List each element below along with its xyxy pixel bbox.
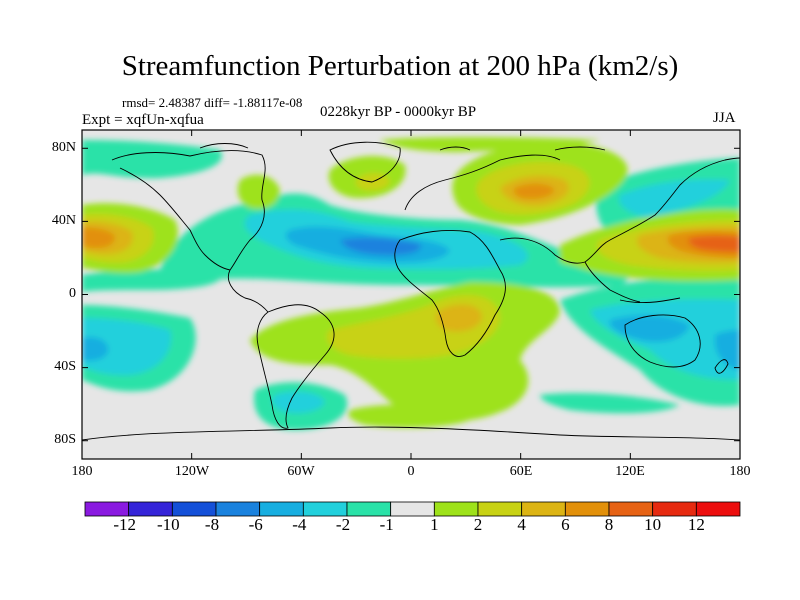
pos-field-wpacific-peak (688, 235, 740, 252)
pos-field-namerica (237, 174, 280, 210)
chart-title: Streamfunction Perturbation at 200 hPa (… (121, 50, 679, 82)
coast-new-zealand (714, 359, 729, 374)
y-tick-label: 80N (51, 140, 76, 155)
period-label: 0228kyr BP - 0000kyr BP (320, 104, 477, 120)
x-tick-label: 60E (509, 464, 533, 479)
colorbar-label: -2 (335, 515, 351, 534)
neg-field-atlantic-min (340, 237, 421, 256)
neg-field-sepacific-core (82, 337, 109, 361)
pos-field-eurasia-max (513, 183, 555, 199)
colorbar-label: 8 (604, 515, 614, 534)
pos-field-antarctic (348, 404, 470, 428)
x-tick-label: 180 (729, 464, 751, 479)
coast-se-asia (584, 261, 681, 304)
colorbar-label: 4 (517, 515, 526, 534)
neg-field-antarctic (540, 393, 680, 414)
x-tick-label: 120E (615, 464, 645, 479)
coastlines (82, 141, 740, 441)
colorbar-label: -1 (379, 515, 394, 534)
y-tick-label: 40S (54, 359, 76, 374)
y-tick-label: 80S (54, 432, 76, 447)
neg-field-arctic (82, 140, 222, 179)
colorbar-label: -6 (248, 515, 263, 534)
pos-field-africa-core (435, 304, 482, 332)
coast-europe (404, 154, 561, 211)
colorbar-label: 12 (687, 515, 705, 534)
coast-central-america (119, 167, 231, 271)
season-label: JJA (713, 110, 736, 126)
colorbar-label: 2 (473, 515, 483, 534)
neg-field-eq-west (82, 269, 222, 292)
rmsd-stats: rmsd= 2.48387 diff= -1.88117e-08 (122, 95, 303, 110)
coast-greenland (329, 141, 401, 183)
colorbar-label: -10 (156, 515, 180, 534)
neg-field-satlantic-inner (272, 391, 325, 414)
x-tick-label: 120W (174, 464, 210, 479)
y-tick-label: 0 (69, 286, 76, 301)
experiment-label: Expt = xqfUn-xqfua (82, 112, 204, 128)
x-tick-label: 60W (287, 464, 315, 479)
x-tick-label: 180 (71, 464, 93, 479)
coast-south-america (256, 304, 335, 429)
colorbar-label: -4 (292, 515, 307, 534)
coast-asia (499, 157, 740, 264)
coast-australia (624, 314, 701, 368)
pos-field-epacific-max (82, 227, 115, 248)
x-tick-label: 0 (407, 464, 415, 479)
coast-africa (394, 230, 506, 357)
neg-field-sepacific-inner (82, 318, 171, 376)
pos-field-arctic (380, 137, 600, 152)
coast-arctic-islands (199, 143, 606, 151)
axis-ticks (81, 130, 741, 459)
colorbar-label: 10 (644, 515, 662, 534)
coast-antarctica (82, 426, 740, 441)
colorbar-label: 6 (561, 515, 570, 534)
colorbar-label: -12 (113, 515, 136, 534)
neg-field-dateline-east (715, 330, 740, 370)
y-tick-label: 40N (51, 213, 76, 228)
coast-north-america (111, 150, 269, 313)
neg-field-npacific-inner (619, 179, 730, 218)
colorbar-label: 1 (430, 515, 439, 534)
colorbar-label: -8 (204, 515, 220, 534)
